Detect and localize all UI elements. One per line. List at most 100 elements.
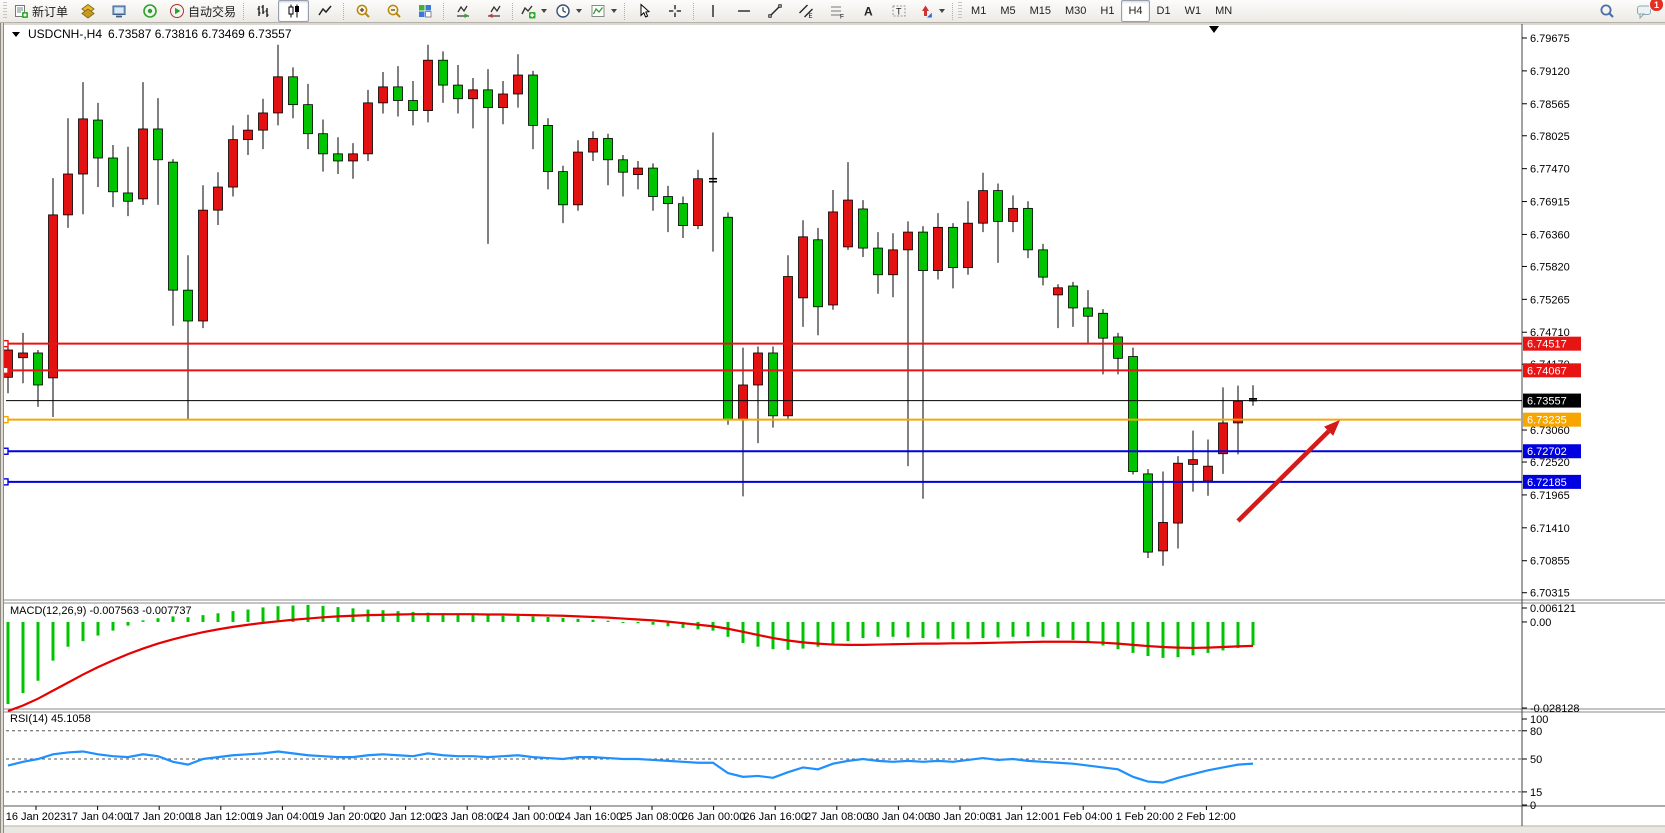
horizontal-line-button[interactable]	[728, 0, 759, 22]
svg-text:2 Feb 12:00: 2 Feb 12:00	[1177, 811, 1236, 823]
toolbar-separator	[343, 2, 345, 20]
candlestick-icon	[288, 4, 299, 18]
svg-text:6.72185: 6.72185	[1527, 477, 1567, 489]
svg-text:0: 0	[1530, 800, 1536, 812]
chevron-down-icon[interactable]	[939, 9, 946, 13]
new-order-button[interactable]: 新订单	[9, 0, 72, 22]
line-chart-icon	[317, 5, 332, 16]
toolbar-gripper	[958, 2, 963, 20]
svg-text:19 Jan 04:00: 19 Jan 04:00	[251, 811, 315, 823]
svg-text:6.74517: 6.74517	[1527, 339, 1567, 351]
svg-text:20 Jan 12:00: 20 Jan 12:00	[374, 811, 438, 823]
svg-text:16 Jan 2023: 16 Jan 2023	[6, 811, 67, 823]
svg-text:6.73557: 6.73557	[1527, 396, 1567, 408]
cursor-icon	[640, 3, 650, 18]
zoom-in-button[interactable]	[347, 0, 378, 22]
svg-text:26 Jan 00:00: 26 Jan 00:00	[682, 811, 746, 823]
trendline-button[interactable]	[759, 0, 790, 22]
tile-windows-button[interactable]	[409, 0, 440, 22]
svg-text:6.77470: 6.77470	[1530, 164, 1570, 176]
arrows-button[interactable]	[914, 0, 949, 22]
fibonacci-button[interactable]: F	[821, 0, 852, 22]
svg-text:6.73235: 6.73235	[1527, 415, 1567, 427]
toolbar-separator	[952, 2, 954, 20]
svg-text:0.006121: 0.006121	[1530, 603, 1576, 615]
button-label: 新订单	[32, 4, 69, 19]
timeframe-W1-button[interactable]: W1	[1184, 5, 1202, 17]
text-label-button[interactable]: T	[883, 0, 914, 22]
svg-text:50: 50	[1530, 754, 1542, 766]
signals-button[interactable]	[134, 0, 165, 22]
crosshair-button[interactable]	[659, 0, 690, 22]
market-watch-button[interactable]	[72, 0, 103, 22]
line-chart-button[interactable]	[309, 0, 340, 22]
autotrade-icon	[170, 4, 185, 18]
equidistant-channel-button[interactable]: E	[790, 0, 821, 22]
svg-text:23 Jan 08:00: 23 Jan 08:00	[435, 811, 499, 823]
templates-button[interactable]	[586, 0, 621, 22]
timeframe-H1-button[interactable]: H1	[1100, 5, 1115, 17]
bar-chart-button[interactable]	[247, 0, 278, 22]
svg-text:27 Jan 08:00: 27 Jan 08:00	[805, 811, 869, 823]
search-button[interactable]	[1591, 0, 1622, 22]
svg-text:80: 80	[1530, 726, 1542, 738]
svg-text:6.72520: 6.72520	[1530, 457, 1570, 469]
svg-text:100: 100	[1530, 714, 1548, 726]
add-indicator-button[interactable]	[516, 0, 551, 22]
auto-scroll-button[interactable]	[447, 0, 478, 22]
chat-button[interactable]: 1	[1628, 0, 1664, 22]
text-label-icon: T	[892, 5, 906, 17]
terminal-icon	[112, 5, 126, 18]
svg-text:17 Jan 20:00: 17 Jan 20:00	[127, 811, 191, 823]
candlestick-button[interactable]	[278, 0, 310, 22]
chat-icon	[1636, 5, 1651, 19]
svg-text:1 Feb 04:00: 1 Feb 04:00	[1054, 811, 1113, 823]
zoom-out-icon	[387, 4, 401, 18]
svg-text:6.74067: 6.74067	[1527, 365, 1567, 377]
text-icon: A	[864, 5, 873, 19]
svg-text:6.72702: 6.72702	[1527, 446, 1567, 458]
toolbar-separator	[512, 2, 514, 20]
signals-icon	[142, 4, 157, 18]
autotrade-button[interactable]: 自动交易	[165, 0, 240, 22]
symbol-dropdown-icon[interactable]	[12, 31, 20, 37]
tile-windows-icon	[418, 5, 432, 18]
timeframe-M15-button[interactable]: M15	[1029, 5, 1051, 17]
chevron-down-icon[interactable]	[541, 9, 548, 13]
chevron-down-icon[interactable]	[576, 9, 583, 13]
toolbar-gripper	[3, 2, 7, 20]
chart-shift-marker	[1209, 26, 1219, 33]
window-left-edge	[0, 23, 4, 833]
notification-badge: 1	[1649, 0, 1664, 12]
svg-text:6.79675: 6.79675	[1530, 33, 1570, 45]
vertical-line-icon	[711, 5, 714, 17]
fibonacci-icon: F	[830, 6, 844, 19]
svg-text:6.78565: 6.78565	[1530, 99, 1570, 111]
svg-text:6.70315: 6.70315	[1530, 588, 1570, 600]
chevron-down-icon[interactable]	[611, 9, 618, 13]
svg-text:19 Jan 20:00: 19 Jan 20:00	[312, 811, 376, 823]
timeframe-M30-button[interactable]: M30	[1065, 5, 1087, 17]
svg-text:25 Jan 08:00: 25 Jan 08:00	[620, 811, 684, 823]
periods-button[interactable]	[551, 0, 586, 22]
svg-text:30 Jan 04:00: 30 Jan 04:00	[867, 811, 931, 823]
svg-text:15: 15	[1530, 787, 1542, 799]
text-button[interactable]: A	[852, 0, 883, 22]
cursor-button[interactable]	[628, 0, 659, 22]
chart-shift-button[interactable]	[478, 0, 509, 22]
svg-text:24 Jan 00:00: 24 Jan 00:00	[497, 811, 561, 823]
toolbar-separator	[624, 2, 626, 20]
vertical-line-button[interactable]	[697, 0, 728, 22]
zoom-out-button[interactable]	[378, 0, 409, 22]
timeframe-H4-button[interactable]: H4	[1121, 0, 1150, 22]
timeframe-M1-button[interactable]: M1	[971, 5, 987, 17]
timeframe-MN-button[interactable]: MN	[1215, 5, 1233, 17]
new-order-icon	[15, 5, 28, 18]
timeframe-D1-button[interactable]: D1	[1156, 5, 1171, 17]
svg-text:-0.028128: -0.028128	[1530, 703, 1580, 715]
timeframe-M5-button[interactable]: M5	[1000, 5, 1016, 17]
terminal-button[interactable]	[103, 0, 134, 22]
svg-text:6.73060: 6.73060	[1530, 425, 1570, 437]
